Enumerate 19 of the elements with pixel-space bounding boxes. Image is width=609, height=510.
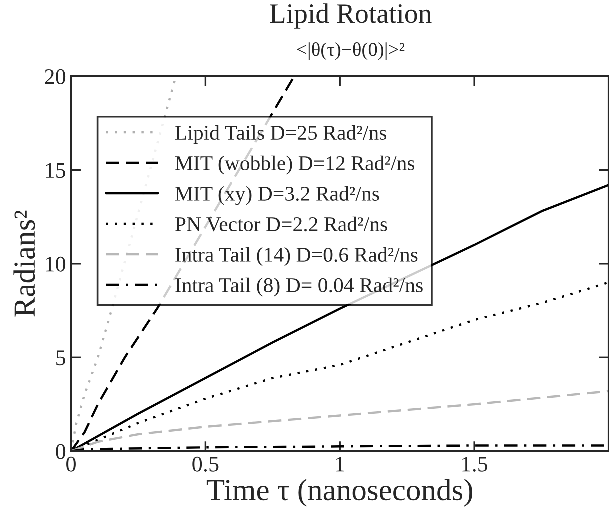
x-axis-title: Time τ (nanoseconds) (206, 479, 473, 507)
chart-title: Lipid Rotation (270, 4, 432, 29)
x-tick-label: 0.5 (192, 456, 219, 472)
y-axis-title: Radians² (14, 210, 36, 317)
x-tick-label: 1 (336, 456, 344, 472)
chart-subtitle: <|θ(τ)−θ(0)|>² (297, 42, 405, 60)
x-tick-label: 0 (66, 456, 76, 472)
legend-label: Intra Tail (14) D=0.6 Rad²/ns (176, 247, 418, 266)
legend-label: Lipid Tails D=25 Rad²/ns (175, 125, 386, 144)
x-tick-label: 1.5 (462, 456, 488, 472)
legend-label: MIT (xy) D=3.2 Rad²/ns (175, 186, 380, 206)
y-tick-label: 20 (45, 69, 66, 84)
legend-label: PN Vector D=2.2 Rad²/ns (175, 216, 388, 232)
y-tick-label: 15 (46, 163, 66, 178)
y-tick-label: 5 (56, 350, 66, 366)
y-tick-label: 10 (46, 256, 66, 272)
legend-label: MIT (wobble) D=12 Rad²/ns (175, 156, 415, 175)
legend-label: Intra Tail (8) D= 0.04 Rad²/ns (176, 278, 423, 297)
y-tick-label: 0 (56, 444, 66, 460)
